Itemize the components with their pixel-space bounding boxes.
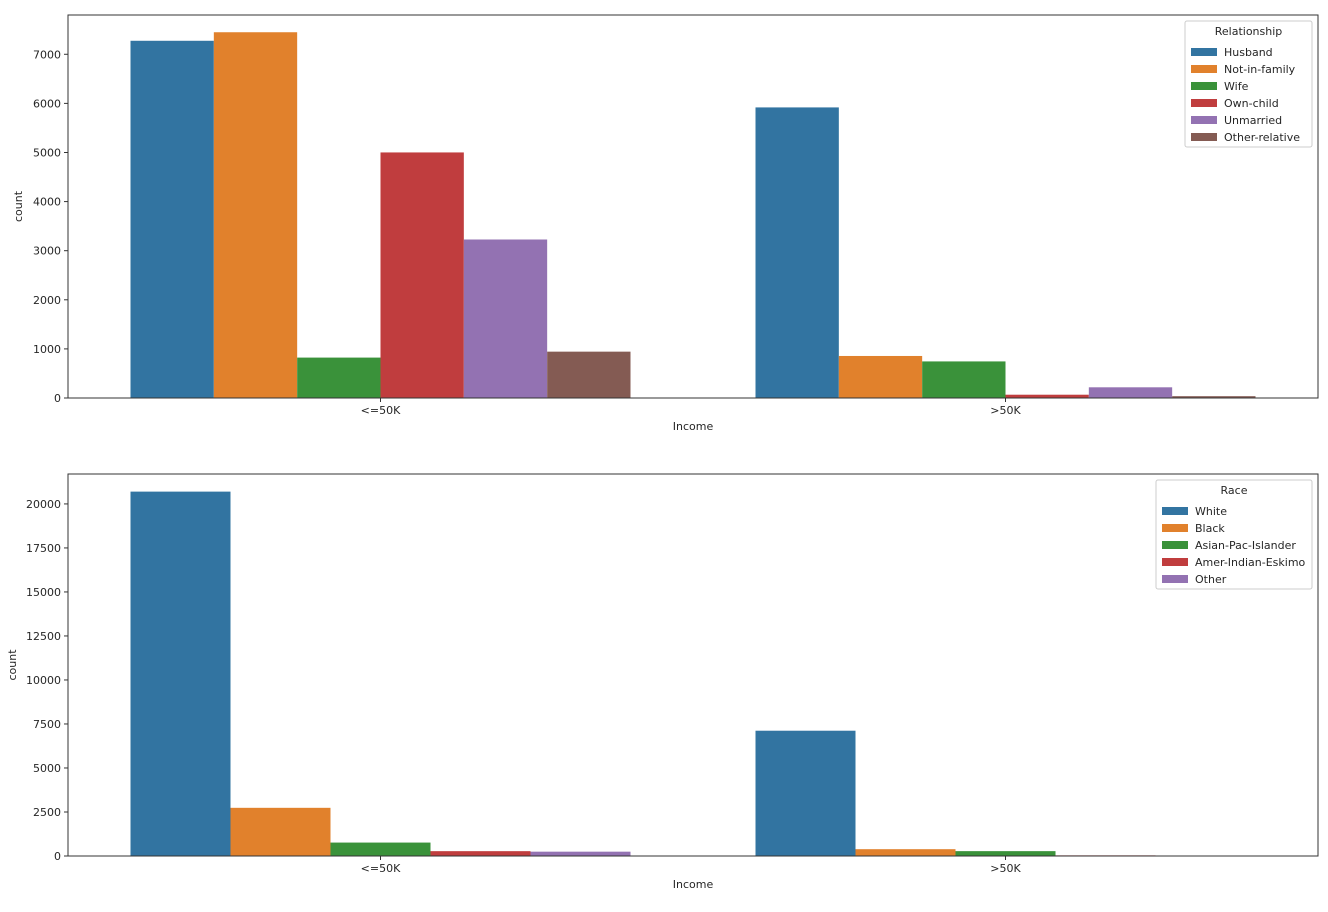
legend-label-other-relative: Other-relative bbox=[1224, 131, 1300, 144]
bar-not-in-family-50k bbox=[213, 32, 298, 399]
y-tick-label: 0 bbox=[54, 850, 61, 863]
bar-husband-50k bbox=[130, 40, 214, 398]
y-tick-label: 4000 bbox=[33, 196, 61, 209]
legend-label-black: Black bbox=[1195, 522, 1225, 535]
x-tick-label: >50K bbox=[990, 862, 1021, 875]
legend-swatch-other-relative bbox=[1191, 133, 1217, 141]
bar-own-child-50k bbox=[380, 152, 464, 398]
y-tick-label: 12500 bbox=[26, 630, 61, 643]
legend-label-unmarried: Unmarried bbox=[1224, 114, 1282, 127]
bar-white-50k bbox=[130, 491, 231, 856]
y-tick-label: 1000 bbox=[33, 343, 61, 356]
y-tick-label: 5000 bbox=[33, 146, 61, 159]
legend: Race White Black Asian-Pac-Islander Amer-Ind… bbox=[1155, 479, 1313, 590]
y-tick-label: 15000 bbox=[26, 586, 61, 599]
legend-swatch-other bbox=[1162, 575, 1188, 583]
legend-label-asian-pac-islander: Asian-Pac-Islander bbox=[1195, 539, 1296, 552]
bar-amer-indian-eskimo-50k bbox=[430, 851, 531, 856]
bar-not-in-family-50k bbox=[838, 355, 923, 398]
bar-other-50k bbox=[530, 851, 631, 856]
bar-asian-pac-islander-50k bbox=[955, 851, 1056, 856]
legend-label-own-child: Own-child bbox=[1224, 97, 1279, 110]
x-axis-label: Income bbox=[673, 420, 714, 433]
y-tick-label: 0 bbox=[54, 392, 61, 405]
legend-box bbox=[1155, 479, 1313, 590]
y-axis-label: count bbox=[6, 649, 19, 681]
race-chart: 0 2500 5000 7500 10000 12500 15000 17500 20000 <=… bbox=[6, 473, 1319, 891]
plot-frame bbox=[67, 14, 1319, 399]
legend-swatch-wife bbox=[1191, 82, 1217, 90]
y-tick-label: 7000 bbox=[33, 48, 61, 61]
legend: Relationship Husband Not-in-family Wife Own-… bbox=[1184, 20, 1313, 148]
bar-other-relative-50k bbox=[547, 351, 631, 398]
bar-white-50k bbox=[755, 730, 856, 856]
bar-wife-50k bbox=[297, 357, 381, 398]
legend-swatch-white bbox=[1162, 507, 1188, 515]
bar-own-child-50k bbox=[1005, 394, 1089, 398]
bar-husband-50k bbox=[755, 107, 839, 398]
legend-swatch-own-child bbox=[1191, 99, 1217, 107]
y-tick-label: 2000 bbox=[33, 294, 61, 307]
y-tick-label: 5000 bbox=[33, 762, 61, 775]
y-tick-label: 7500 bbox=[33, 718, 61, 731]
legend-swatch-not-in-family bbox=[1191, 65, 1217, 73]
legend-label-wife: Wife bbox=[1224, 80, 1249, 93]
bar-unmarried-50k bbox=[1088, 387, 1173, 398]
legend-swatch-husband bbox=[1191, 48, 1217, 56]
x-tick-label: <=50K bbox=[361, 404, 401, 417]
legend-swatch-unmarried bbox=[1191, 116, 1217, 124]
legend-swatch-black bbox=[1162, 524, 1188, 532]
legend-title: Race bbox=[1221, 484, 1248, 497]
legend-label-not-in-family: Not-in-family bbox=[1224, 63, 1296, 76]
bar-other-relative-50k bbox=[1172, 396, 1256, 398]
legend-swatch-asian-pac-islander bbox=[1162, 541, 1188, 549]
bars bbox=[130, 32, 1256, 399]
bar-black-50k bbox=[855, 849, 956, 856]
y-tick-label: 6000 bbox=[33, 97, 61, 110]
legend-label-other: Other bbox=[1195, 573, 1227, 586]
y-tick-label: 2500 bbox=[33, 806, 61, 819]
y-tick-label: 3000 bbox=[33, 245, 61, 258]
bar-unmarried-50k bbox=[463, 239, 548, 398]
y-tick-label: 20000 bbox=[26, 498, 61, 511]
legend-label-amer-indian-eskimo: Amer-Indian-Eskimo bbox=[1195, 556, 1306, 569]
x-axis-label: Income bbox=[673, 878, 714, 891]
legend-label-white: White bbox=[1195, 505, 1227, 518]
y-tick-label: 10000 bbox=[26, 674, 61, 687]
bar-asian-pac-islander-50k bbox=[330, 842, 431, 856]
legend-title: Relationship bbox=[1215, 25, 1283, 38]
legend-label-husband: Husband bbox=[1224, 46, 1273, 59]
relationship-chart: 0 1000 2000 3000 4000 5000 6000 7000 <=50K >50K In… bbox=[12, 14, 1319, 433]
y-axis-label: count bbox=[12, 190, 25, 222]
y-tick-label: 17500 bbox=[26, 542, 61, 555]
plot-frame bbox=[67, 473, 1319, 857]
bars bbox=[130, 491, 1256, 856]
x-tick-label: <=50K bbox=[361, 862, 401, 875]
bar-wife-50k bbox=[922, 361, 1006, 398]
bar-black-50k bbox=[230, 807, 331, 856]
x-tick-label: >50K bbox=[990, 404, 1021, 417]
legend-swatch-amer-indian-eskimo bbox=[1162, 558, 1188, 566]
